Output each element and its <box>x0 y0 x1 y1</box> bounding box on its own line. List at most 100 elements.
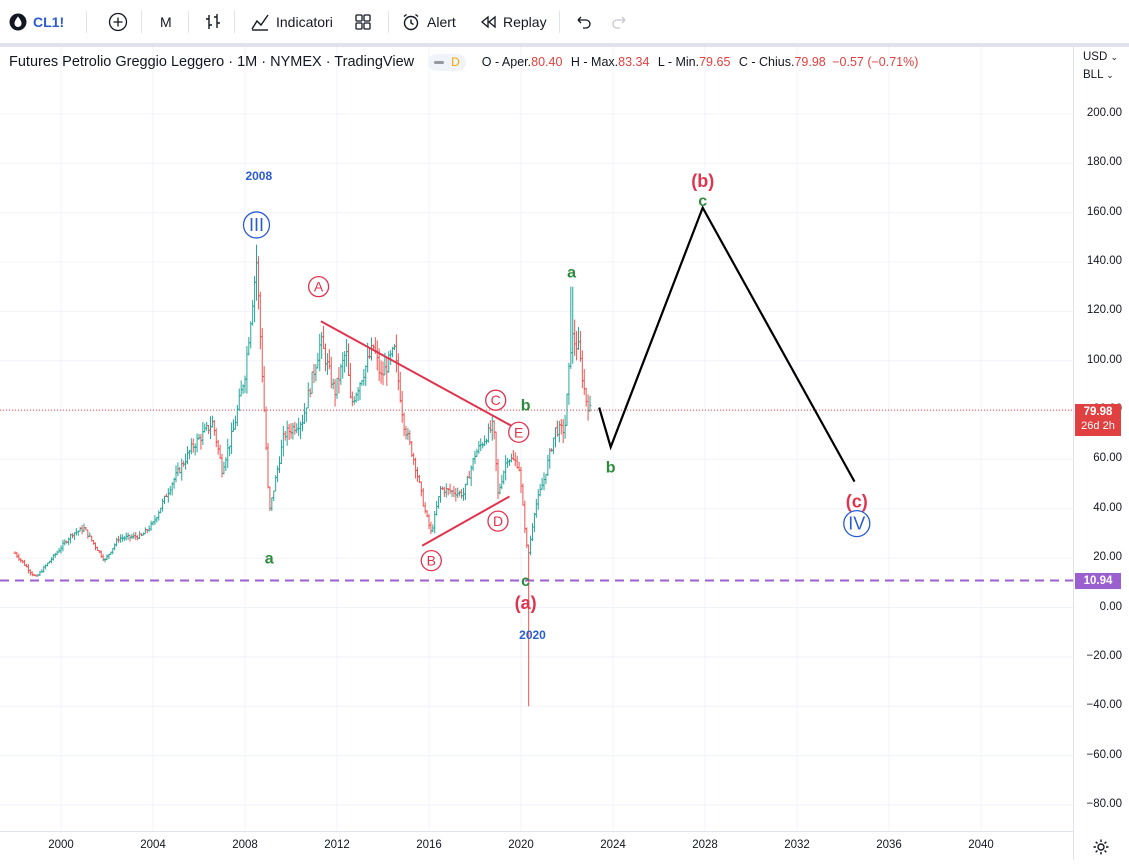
price-axis[interactable]: USD ⌄ BLL ⌄ 200.00 180.00 160.00 140.00 120.… <box>1073 47 1129 860</box>
ohlc-bar <box>295 423 299 434</box>
ohlc-bar <box>398 371 402 403</box>
add-icon <box>108 12 128 31</box>
ohlc-bar <box>209 416 212 440</box>
ohlc-bar <box>442 486 446 497</box>
ohlc-bar <box>289 423 293 439</box>
ohlc-bar <box>283 430 287 441</box>
ohlc-bar <box>580 350 584 389</box>
ohlc-bar <box>402 412 406 437</box>
ohlc-bar <box>239 380 243 397</box>
time-axis[interactable]: 2000 2004 2008 2012 2016 2020 2024 2028 2032 2036… <box>0 831 1073 861</box>
symbol-button[interactable]: CL1! <box>9 0 64 43</box>
ohlc-bar <box>279 439 283 465</box>
time-tick-label: 2024 <box>600 839 626 851</box>
indicators-button[interactable]: Indicatori <box>250 0 333 43</box>
price-tick-label: 120.00 <box>1086 304 1122 317</box>
ohlc-bar <box>456 487 460 499</box>
replay-label: Replay <box>503 13 547 30</box>
low-value: 79.65 <box>699 55 731 69</box>
ohlc-bar <box>232 419 235 432</box>
ohlc-bar <box>559 418 563 435</box>
alert-button[interactable]: Alert <box>401 0 456 43</box>
ohlc-bar <box>308 388 312 398</box>
ohlc-bar <box>17 553 21 561</box>
ohlc-bar <box>186 446 189 465</box>
wave-label-text: b <box>521 398 531 415</box>
toolbar-divider <box>388 11 389 33</box>
ohlc-bar <box>408 430 412 446</box>
ohlc-bar <box>492 420 496 440</box>
symbol-label: CL1! <box>33 13 65 30</box>
ohlc-bar <box>226 438 230 469</box>
ohlc-bar <box>30 571 34 577</box>
ohlc-bar <box>364 365 368 387</box>
ohlc-bar <box>387 351 391 373</box>
ohlc-bar <box>145 528 149 534</box>
ohlc-bar <box>201 422 205 445</box>
ohlc-bar <box>180 458 184 481</box>
wave-label: (a) <box>515 593 537 613</box>
wave-label: (b) <box>691 171 714 191</box>
ohlc-bar <box>174 465 178 483</box>
ohlc-bar <box>249 321 253 349</box>
ohlc-bar <box>61 539 65 552</box>
ohlc-bar <box>310 371 314 394</box>
ohlc-bar <box>293 421 297 435</box>
ohlc-bar <box>63 539 67 546</box>
ohlc-bar <box>427 514 431 530</box>
ohlc-bar <box>306 382 310 409</box>
time-tick-label: 2020 <box>508 839 534 851</box>
toolbar-divider <box>86 11 87 33</box>
redo-icon <box>612 16 626 29</box>
ohlc-bar <box>207 425 211 434</box>
price-tick-label: 40.00 <box>1093 501 1122 514</box>
indicators-icon <box>251 14 269 31</box>
ohlc-bar <box>381 361 385 386</box>
ohlc-bar <box>276 465 280 483</box>
visibility-badge[interactable]: D <box>428 53 466 71</box>
layout-button[interactable] <box>354 0 372 43</box>
price-tick-label: −40.00 <box>1086 699 1123 712</box>
ohlc-bar <box>416 467 419 482</box>
price-tick-label: 0.00 <box>1099 600 1122 613</box>
ohlc-bar <box>393 344 396 351</box>
ohlc-bar <box>523 500 527 534</box>
price-tick-label: 200.00 <box>1086 106 1122 119</box>
ohlc-bar <box>266 443 270 489</box>
ohlc-bar <box>437 496 441 509</box>
support-price-value: 10.94 <box>1083 574 1113 587</box>
undo-button[interactable] <box>574 0 592 43</box>
ohlc-bar <box>460 488 464 499</box>
ohlc-bar <box>350 391 354 407</box>
ohlc-bar <box>55 550 59 556</box>
ohlc-bar <box>216 439 220 455</box>
replay-button[interactable]: Replay <box>479 0 547 43</box>
unit-selector[interactable]: BLL ⌄ <box>1083 69 1114 81</box>
ohlc-bar <box>258 291 262 350</box>
compare-button[interactable] <box>108 0 128 43</box>
price-chart[interactable]: 2008 III a A B C D Eb c (a) 2020 a b (b) c (c)IV <box>0 47 1073 831</box>
wave-label: IV <box>843 509 871 538</box>
ohlc-bar <box>519 466 523 493</box>
currency-selector[interactable]: USD ⌄ <box>1083 51 1118 63</box>
ohlc-bar <box>86 529 90 539</box>
ohlc-bar <box>168 486 172 496</box>
interval-button[interactable]: M <box>160 0 172 43</box>
currency-label: USD <box>1083 51 1108 63</box>
triangle-trendline <box>421 495 510 547</box>
price-tick-label: 180.00 <box>1086 156 1122 169</box>
wave-label-text: 2020 <box>519 628 546 642</box>
ohlc-bar <box>331 378 335 390</box>
ohlc-bar <box>488 420 492 433</box>
ohlc-bar <box>53 552 57 558</box>
ohlc-bar <box>577 326 580 351</box>
redo-button[interactable] <box>611 0 629 43</box>
bar-style-button[interactable] <box>204 0 222 43</box>
triangle-trendline <box>320 320 520 431</box>
gear-icon <box>1093 839 1109 855</box>
ohlc-bar <box>325 353 329 375</box>
ohlc-bar <box>396 353 400 391</box>
series-title[interactable]: Futures Petrolio Greggio Leggero · 1M · … <box>9 54 415 70</box>
ohlc-bar <box>136 535 140 541</box>
chart-settings-button[interactable] <box>1092 838 1110 856</box>
